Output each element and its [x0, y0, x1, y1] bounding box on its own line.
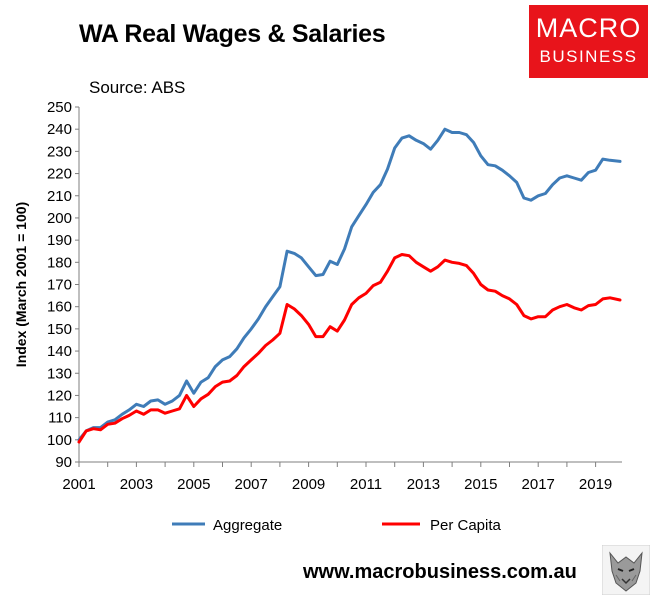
- macrobusiness-logo: MACRO BUSINESS: [529, 5, 648, 78]
- y-tick-label: 170: [47, 277, 72, 294]
- legend-label: Aggregate: [213, 517, 282, 534]
- y-tick-label: 230: [47, 143, 72, 160]
- y-tick-label: 180: [47, 254, 72, 271]
- x-tick-label: 2017: [522, 476, 555, 493]
- x-tick-label: 2003: [120, 476, 153, 493]
- y-tick-label: 210: [47, 188, 72, 205]
- y-tick-label: 90: [55, 454, 72, 471]
- y-tick-label: 140: [47, 343, 72, 360]
- logo-line-2: BUSINESS: [539, 47, 638, 66]
- x-tick-label: 2015: [464, 476, 497, 493]
- y-tick-label: 110: [48, 410, 72, 427]
- aggregate-series-line: [77, 127, 622, 442]
- y-tick-label: 240: [47, 121, 72, 138]
- x-tick-label: 2007: [235, 476, 268, 493]
- wolf-mascot-icon: [602, 545, 650, 595]
- x-tick-label: 2011: [350, 476, 382, 493]
- chart-title: WA Real Wages & Salaries: [79, 20, 386, 48]
- y-tick-label: 120: [47, 387, 72, 404]
- per-capita-series-line: [77, 253, 622, 444]
- y-tick-label: 160: [47, 299, 72, 316]
- y-tick-label: 250: [47, 99, 72, 116]
- y-tick-label: 130: [47, 365, 72, 382]
- source-label: Source: ABS: [89, 78, 186, 97]
- y-tick-label: 200: [47, 210, 72, 227]
- x-tick-label: 2009: [292, 476, 325, 493]
- y-tick-label: 190: [47, 232, 72, 249]
- x-tick-label: 2005: [177, 476, 210, 493]
- y-tick-label: 150: [47, 321, 72, 338]
- website-url: www.macrobusiness.com.au: [303, 561, 577, 583]
- y-tick-label: 220: [47, 166, 72, 183]
- x-tick-label: 2019: [579, 476, 612, 493]
- logo-line-1: MACRO: [535, 13, 642, 43]
- legend-label: Per Capita: [430, 517, 502, 534]
- x-tick-label: 2001: [62, 476, 95, 493]
- y-tick-label: 100: [47, 432, 72, 449]
- x-tick-label: 2013: [407, 476, 440, 493]
- y-axis-label: Index (March 2001 = 100): [13, 202, 29, 367]
